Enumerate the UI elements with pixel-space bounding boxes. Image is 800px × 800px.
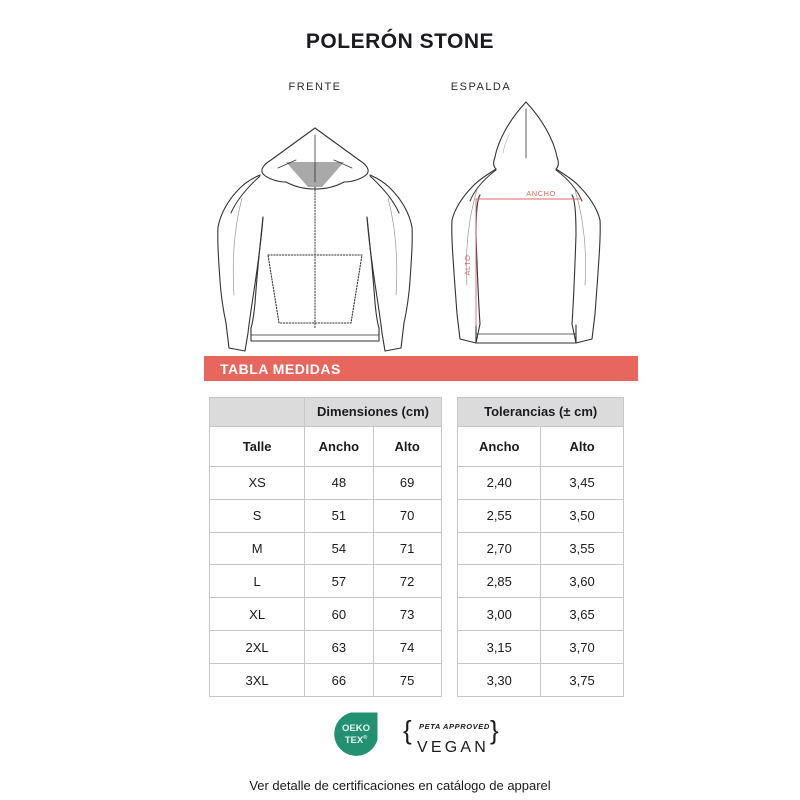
svg-text:VEGAN: VEGAN [417,739,489,756]
svg-text:}: } [490,715,499,745]
svg-text:{: { [403,715,412,745]
svg-text:ALTO: ALTO [463,255,472,276]
svg-text:OEKO: OEKO [342,723,370,734]
svg-text:PETA APPROVED: PETA APPROVED [419,722,490,731]
svg-text:ANCHO: ANCHO [526,189,556,198]
